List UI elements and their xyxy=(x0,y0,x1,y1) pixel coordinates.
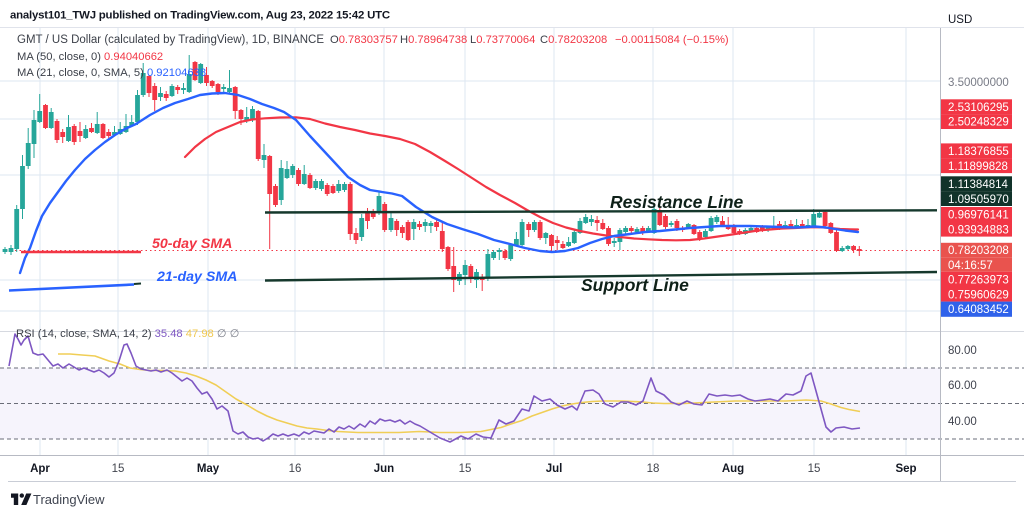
svg-text:50-day SMA: 50-day SMA xyxy=(152,236,232,252)
svg-text:0.96976141: 0.96976141 xyxy=(948,210,1009,222)
svg-text:RSI (14, close, SMA, 14, 2) 3: RSI (14, close, SMA, 14, 2) 35.48 47.98 … xyxy=(16,328,239,340)
svg-text:Jun: Jun xyxy=(374,463,394,475)
svg-text:40.00: 40.00 xyxy=(948,416,977,428)
svg-text:80.00: 80.00 xyxy=(948,345,977,357)
svg-text:18: 18 xyxy=(647,463,660,475)
svg-text:21-day SMA: 21-day SMA xyxy=(156,269,237,285)
svg-text:2.50248329: 2.50248329 xyxy=(948,117,1009,129)
svg-text:GMT / US Dollar (calculated by: GMT / US Dollar (calculated by TradingVi… xyxy=(17,34,324,46)
svg-text:0.64083452: 0.64083452 xyxy=(948,304,1009,316)
svg-text:−0.00115084 (−0.15%): −0.00115084 (−0.15%) xyxy=(615,34,729,46)
svg-text:2.53106295: 2.53106295 xyxy=(948,102,1009,114)
svg-text:Support Line: Support Line xyxy=(581,275,689,295)
svg-text:Apr: Apr xyxy=(30,463,50,475)
svg-text:16: 16 xyxy=(289,463,302,475)
svg-text:3.50000000: 3.50000000 xyxy=(948,77,1009,89)
svg-text:0.93934883: 0.93934883 xyxy=(948,224,1009,236)
svg-text:60.00: 60.00 xyxy=(948,380,977,392)
svg-text:0.78203208: 0.78203208 xyxy=(948,245,1009,257)
svg-text:Aug: Aug xyxy=(722,463,744,475)
svg-text:0.75960629: 0.75960629 xyxy=(948,289,1009,301)
svg-text:15: 15 xyxy=(808,463,821,475)
svg-text:15: 15 xyxy=(112,463,125,475)
svg-text:1.09505970: 1.09505970 xyxy=(948,194,1009,206)
svg-text:Sep: Sep xyxy=(895,463,916,475)
svg-text:TradingView: TradingView xyxy=(33,492,105,507)
svg-text:C0.78203208: C0.78203208 xyxy=(540,34,607,46)
svg-text:O0.78303757: O0.78303757 xyxy=(330,34,398,46)
svg-text:1.11899828: 1.11899828 xyxy=(948,161,1008,173)
svg-text:analyst101_TWJ published on Tr: analyst101_TWJ published on TradingView.… xyxy=(10,10,390,22)
svg-text:1.11384814: 1.11384814 xyxy=(948,179,1009,191)
svg-text:1.18376855: 1.18376855 xyxy=(948,146,1009,158)
svg-text:04:16:57: 04:16:57 xyxy=(948,260,993,272)
svg-text:MA (21, close, 0, SMA, 5) 0.9: MA (21, close, 0, SMA, 5) 0.92104638 xyxy=(17,67,206,79)
svg-text:15: 15 xyxy=(459,463,472,475)
svg-text:May: May xyxy=(197,463,220,475)
svg-text:Resistance Line: Resistance Line xyxy=(610,192,744,212)
svg-text:H0.78964738: H0.78964738 xyxy=(400,34,467,46)
svg-text:MA (50, close, 0) 0.94040662: MA (50, close, 0) 0.94040662 xyxy=(17,51,163,63)
svg-text:USD: USD xyxy=(948,14,972,26)
svg-text:L0.73770064: L0.73770064 xyxy=(470,34,535,46)
svg-text:Jul: Jul xyxy=(546,463,563,475)
svg-text:0.77263973: 0.77263973 xyxy=(948,274,1009,286)
